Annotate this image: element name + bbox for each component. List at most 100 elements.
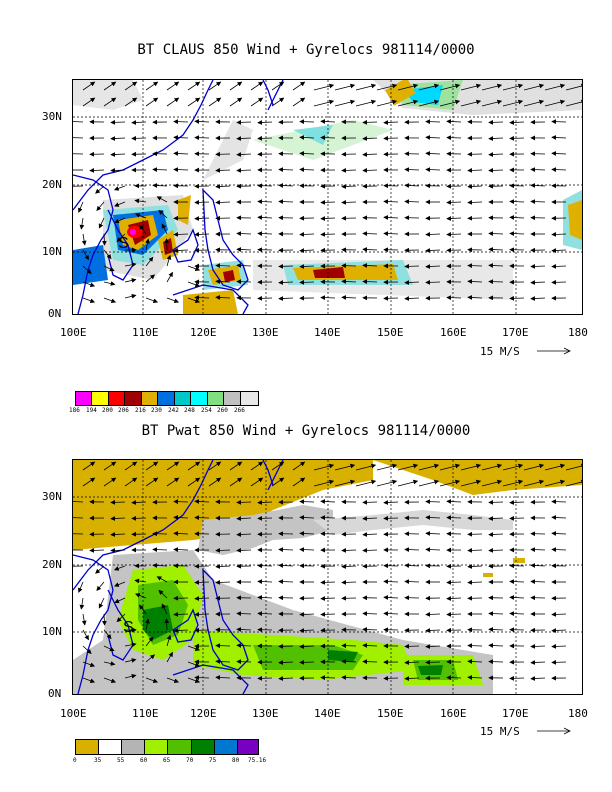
wind-vector [187, 661, 201, 667]
wind-vector [103, 629, 112, 640]
wind-vector [460, 99, 482, 107]
wind-vector [103, 97, 117, 107]
wind-vector [530, 547, 546, 552]
wind-vector [425, 135, 441, 140]
wind-vector [502, 99, 524, 107]
wind-vector [194, 675, 210, 681]
wind-vector [544, 99, 566, 107]
wind-vector [124, 642, 137, 648]
wind-vector [135, 213, 147, 219]
wind-vector [278, 280, 294, 285]
panel1-colorbar-label: 260 [217, 407, 228, 414]
wind-vector [131, 515, 147, 521]
wind-vector [509, 215, 525, 220]
panel2-colorbar [75, 739, 259, 755]
wind-vector [362, 279, 378, 285]
wind-vector [439, 83, 461, 91]
wind-vector [166, 271, 173, 283]
wind-vector [383, 579, 399, 584]
wind-vector [173, 167, 189, 172]
wind-vector [544, 463, 566, 471]
wind-vector [187, 265, 201, 271]
panel2-colorbar-label: 65 [163, 757, 171, 764]
wind-vector [236, 263, 252, 268]
wind-vector [166, 634, 172, 647]
panel2-colorbar-label: 70 [186, 757, 194, 764]
wind-vector [145, 677, 159, 683]
wind-vector [236, 548, 252, 553]
wind-vector [229, 477, 243, 487]
wind-vector [95, 185, 105, 194]
wind-vector [551, 547, 567, 552]
panel1-colorbar-swatch [207, 392, 225, 405]
wind-vector [446, 295, 462, 301]
wind-vector [467, 295, 483, 300]
wind-vector [530, 644, 546, 649]
wind-vector [271, 477, 285, 487]
wind-vector [208, 97, 222, 107]
wind-vector [362, 548, 378, 553]
wind-vector [404, 643, 420, 649]
wind-vector [341, 184, 357, 189]
wind-vector [530, 183, 546, 188]
wind-vector [362, 659, 378, 665]
wind-vector [114, 597, 126, 604]
panel2-colorbar-swatch [122, 740, 146, 754]
wind-vector [173, 119, 189, 125]
panel1-lon-170e: 170E [502, 326, 529, 339]
wind-vector [509, 295, 525, 301]
wind-vector [467, 263, 483, 269]
panel1-lat-0n: 0N [48, 307, 62, 320]
wind-vector [551, 659, 567, 665]
wind-vector [299, 515, 315, 520]
wind-vector [502, 463, 524, 471]
wind-vector [89, 168, 105, 173]
wind-vector [383, 595, 399, 600]
wind-vector [145, 238, 150, 251]
wind-vector [161, 223, 168, 235]
wind-vector [509, 120, 525, 125]
wind-vector [460, 479, 482, 487]
wind-vector [299, 644, 315, 649]
wind-vector [523, 479, 545, 487]
wind-vector [173, 531, 189, 536]
wind-vector [131, 120, 147, 125]
wind-vector [194, 200, 210, 205]
panel1-colorbar-label: 248 [184, 407, 195, 414]
wind-vector [166, 254, 172, 267]
wind-vector [145, 297, 159, 303]
wind-vector [124, 477, 138, 487]
wind-vector [334, 83, 356, 91]
wind-vector [425, 628, 441, 633]
wind-vector [250, 477, 264, 487]
wind-vector [551, 135, 567, 140]
wind-vector [110, 532, 126, 537]
wind-vector [215, 659, 231, 664]
wind-vector [488, 611, 504, 616]
wind-vector [362, 247, 378, 252]
wind-vector [488, 499, 504, 505]
wind-vector [509, 199, 525, 204]
wind-vector [113, 185, 126, 191]
panel1-colorbar-label: 254 [201, 407, 212, 414]
wind-vector [425, 167, 441, 172]
wind-vector [278, 643, 294, 649]
wind-vector [152, 547, 168, 552]
wind-vector [229, 461, 243, 471]
wind-vector [383, 515, 399, 521]
wind-vector [383, 215, 399, 220]
wind-vector [110, 516, 126, 521]
wind-vector [488, 548, 504, 553]
wind-vector [124, 262, 137, 268]
wind-vector [79, 597, 85, 610]
wind-vector [236, 231, 252, 236]
wind-vector [110, 548, 126, 553]
wind-vector [166, 297, 180, 303]
wind-vector [299, 135, 315, 140]
wind-vector [488, 532, 504, 537]
wind-vector [236, 119, 252, 125]
wind-vector [278, 660, 294, 665]
wind-vector [355, 83, 377, 91]
wind-vector [110, 136, 126, 141]
panel1-colorbar-label: 200 [102, 407, 113, 414]
